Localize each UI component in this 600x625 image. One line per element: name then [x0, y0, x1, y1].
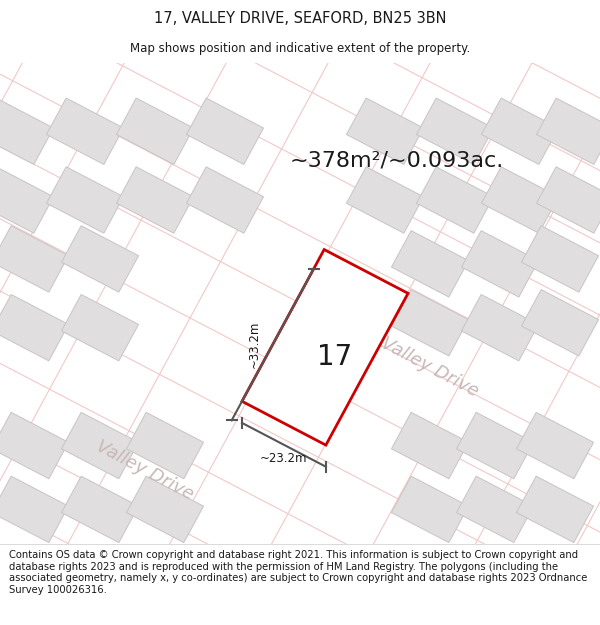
Text: 17, VALLEY DRIVE, SEAFORD, BN25 3BN: 17, VALLEY DRIVE, SEAFORD, BN25 3BN	[154, 11, 446, 26]
Polygon shape	[116, 167, 194, 233]
Polygon shape	[457, 476, 533, 542]
Polygon shape	[346, 98, 424, 164]
Polygon shape	[242, 249, 408, 445]
Text: ~378m²/~0.093ac.: ~378m²/~0.093ac.	[290, 151, 504, 171]
Polygon shape	[127, 476, 203, 542]
Polygon shape	[61, 294, 139, 361]
Polygon shape	[187, 167, 263, 233]
Polygon shape	[61, 476, 139, 542]
Polygon shape	[127, 412, 203, 479]
Polygon shape	[416, 98, 494, 164]
Polygon shape	[521, 289, 599, 356]
Polygon shape	[46, 167, 124, 233]
Polygon shape	[391, 412, 469, 479]
Polygon shape	[461, 231, 539, 297]
Polygon shape	[481, 98, 559, 164]
Polygon shape	[461, 294, 539, 361]
Polygon shape	[536, 98, 600, 164]
Polygon shape	[391, 231, 469, 297]
Polygon shape	[391, 476, 469, 542]
Polygon shape	[536, 167, 600, 233]
Polygon shape	[416, 167, 494, 233]
Polygon shape	[46, 98, 124, 164]
Polygon shape	[0, 98, 53, 164]
Polygon shape	[391, 289, 469, 356]
Polygon shape	[61, 412, 139, 479]
Polygon shape	[521, 226, 599, 292]
Polygon shape	[0, 476, 68, 542]
Text: Valley Drive: Valley Drive	[378, 334, 482, 400]
Text: Valley Drive: Valley Drive	[93, 437, 197, 503]
Polygon shape	[517, 476, 593, 542]
Text: ~33.2m: ~33.2m	[248, 321, 261, 368]
Polygon shape	[116, 98, 194, 164]
Text: ~23.2m: ~23.2m	[260, 452, 308, 465]
Text: Map shows position and indicative extent of the property.: Map shows position and indicative extent…	[130, 42, 470, 55]
Polygon shape	[0, 412, 68, 479]
Polygon shape	[457, 412, 533, 479]
Text: Contains OS data © Crown copyright and database right 2021. This information is : Contains OS data © Crown copyright and d…	[9, 550, 587, 595]
Polygon shape	[481, 167, 559, 233]
Polygon shape	[0, 167, 53, 233]
Text: 17: 17	[317, 343, 353, 371]
Polygon shape	[0, 294, 68, 361]
Polygon shape	[187, 98, 263, 164]
Polygon shape	[517, 412, 593, 479]
Polygon shape	[61, 226, 139, 292]
Polygon shape	[346, 167, 424, 233]
Polygon shape	[0, 226, 68, 292]
